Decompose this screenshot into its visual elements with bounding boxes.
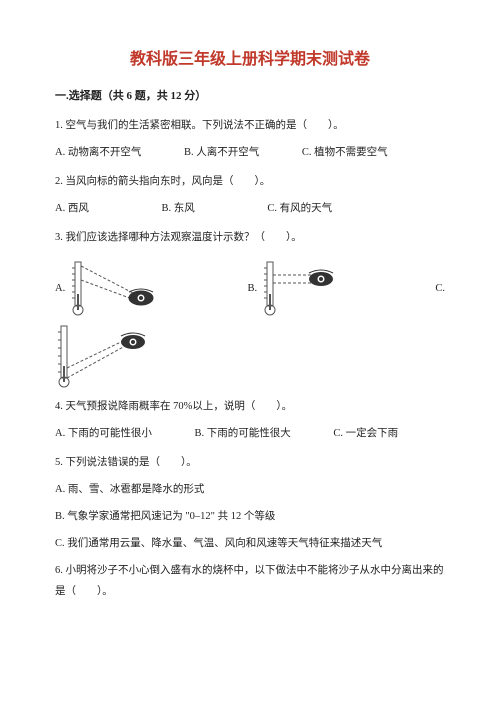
q2-opt-a: A. 西风 (55, 198, 89, 219)
q3-text: 3. 我们应该选择哪种方法观察温度计示数？（ ）。 (55, 227, 445, 248)
q4-opt-b: B. 下雨的可能性很大 (194, 423, 290, 444)
q2-text: 2. 当风向标的箭头指向东时，风向是（ ）。 (55, 171, 445, 192)
q3-label-a: A. (55, 283, 65, 294)
q5-opt-a: A. 雨、雪、冰雹都是降水的形式 (55, 479, 445, 500)
thermometer-eye-icon-a (69, 258, 159, 318)
q1-opt-a: A. 动物离不开空气 (55, 142, 141, 163)
q3-label-c: C. (435, 283, 445, 294)
q4-options: A. 下雨的可能性很小 B. 下雨的可能性很大 C. 一定会下雨 (55, 423, 445, 444)
thermometer-eye-icon-c (55, 322, 155, 392)
q4-opt-c: C. 一定会下雨 (333, 423, 398, 444)
q1-text: 1. 空气与我们的生活紧密相联。下列说法不正确的是（ ）。 (55, 115, 445, 136)
q1-options: A. 动物离不开空气 B. 人离不开空气 C. 植物不需要空气 (55, 142, 445, 163)
q5-text: 5. 下列说法错误的是（ ）。 (55, 452, 445, 473)
q4-text: 4. 天气预报说降雨概率在 70%以上，说明（ ）。 (55, 396, 445, 417)
q2-options: A. 西风 B. 东风 C. 有风的天气 (55, 198, 445, 219)
q1-opt-b: B. 人离不开空气 (184, 142, 259, 163)
q3-figure-c-row (55, 322, 445, 392)
q6-text: 6. 小明将沙子不小心倒入盛有水的烧杯中，以下做法中不能将沙子从水中分离出来的是… (55, 560, 445, 602)
page-title: 教科版三年级上册科学期末测试卷 (55, 45, 445, 69)
thermometer-eye-icon-b (261, 258, 341, 318)
q3-label-b: B. (247, 283, 257, 294)
q4-opt-a: A. 下雨的可能性很小 (55, 423, 152, 444)
q2-opt-c: C. 有风的天气 (267, 198, 332, 219)
q1-opt-c: C. 植物不需要空气 (302, 142, 388, 163)
q5-opt-b: B. 气象学家通常把风速记为 "0–12" 共 12 个等级 (55, 506, 445, 527)
exam-page: 教科版三年级上册科学期末测试卷 一.选择题（共 6 题，共 12 分） 1. 空… (0, 0, 500, 707)
q2-opt-b: B. 东风 (161, 198, 194, 219)
section-header: 一.选择题（共 6 题，共 12 分） (55, 87, 445, 103)
q3-figure-row: A. B. (55, 258, 445, 318)
q5-opt-c: C. 我们通常用云量、降水量、气温、风向和风速等天气特征来描述天气 (55, 533, 445, 554)
